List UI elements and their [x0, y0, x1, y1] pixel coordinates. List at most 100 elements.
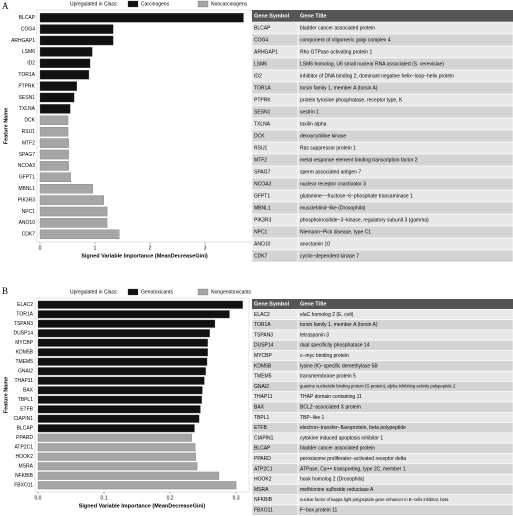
table-cell: SESN1 — [254, 109, 271, 115]
table-cell: CIAPIN1 — [254, 435, 274, 441]
table-cell: MYCBP — [254, 353, 272, 359]
y-tick-label: ARHGAP1 — [11, 38, 35, 44]
bar — [39, 195, 104, 205]
bar — [39, 138, 69, 148]
table-cell: Ras suppressor protein 1 — [300, 145, 356, 151]
bar — [37, 405, 201, 414]
y-tick-label: CDK7 — [22, 232, 36, 238]
table-cell: TOR1A — [254, 85, 271, 91]
table-cell: RSU1 — [254, 145, 268, 151]
table-row — [251, 411, 513, 423]
table-cell: ATP2C1 — [254, 466, 273, 472]
table-header — [252, 299, 513, 310]
table-cell: c−myc binding protein — [300, 353, 349, 359]
table-row — [251, 21, 513, 35]
column-header: Gene Title — [300, 13, 327, 19]
y-tick-label: DCK — [24, 118, 35, 124]
bar — [37, 300, 243, 309]
bar — [39, 58, 91, 69]
bar — [37, 424, 195, 433]
table-cell: inhibitor of DNA binding 2, dominant neg… — [300, 73, 454, 79]
table-cell: peroxisome proliferator−activated recept… — [300, 456, 406, 462]
bar — [39, 206, 108, 217]
table-cell: BLCAP — [254, 446, 271, 452]
table-row — [251, 237, 513, 251]
bar — [39, 218, 108, 228]
table-row — [251, 339, 513, 351]
legend-label: Noncarcinogens — [211, 1, 248, 7]
y-tick-label: NCOA3 — [18, 163, 35, 169]
y-tick-label: ETFB — [20, 407, 33, 413]
table-cell: sestrin 1 — [300, 109, 319, 115]
table-cell: COG4 — [254, 37, 268, 43]
legend-title: Upregulated in Class: — [70, 1, 118, 7]
table-row — [251, 442, 513, 454]
table-cell: sperm associated antigen 7 — [300, 169, 361, 175]
table-cell: taxilin alpha — [300, 121, 327, 127]
bar — [37, 452, 196, 461]
table-cell: torsin family 1, member A (torsin A) — [300, 85, 378, 91]
table-cell: TOR1A — [254, 322, 271, 328]
legend-swatch — [197, 288, 209, 296]
y-tick-label: GNAI2 — [18, 369, 33, 375]
y-tick-label: MSRA — [19, 464, 34, 470]
table-cell: phosphoinositide−3−kinase, regulatory su… — [300, 217, 429, 223]
table-cell: TBP−like 1 — [300, 415, 325, 421]
bar — [39, 92, 75, 103]
y-tick-label: SPAG7 — [19, 152, 36, 158]
table-cell: electron−transfer−flavoprotein, beta pol… — [300, 425, 406, 431]
table-row — [251, 117, 513, 131]
legend-label: Nongenotoxicants — [211, 289, 252, 295]
y-tick-label: DUSP14 — [14, 331, 34, 337]
x-tick-label: 0.1 — [101, 495, 108, 501]
table-cell: DUSP14 — [254, 343, 274, 349]
table-cell: Rho GTPase activating protein 1 — [300, 49, 372, 55]
table-cell: cyclin−dependent kinase 7 — [300, 253, 359, 259]
table-cell: nuclear receptor coactivator 3 — [300, 181, 366, 187]
table-cell: MSRA — [254, 487, 269, 493]
table-row — [251, 484, 513, 495]
bar — [37, 395, 202, 404]
legend-title: Upregulated in Class: — [70, 289, 118, 295]
y-tick-label: SESN1 — [19, 95, 36, 101]
y-tick-label: KDM5B — [16, 350, 34, 356]
table-row — [251, 45, 513, 59]
legend-swatch — [197, 0, 209, 8]
table-cell: THAP11 — [254, 394, 273, 400]
table-cell: LSM6 homolog, U6 small nuclear RNA assoc… — [300, 61, 444, 67]
table-cell: HOOK2 — [254, 477, 272, 483]
table-cell: component of oligomeric golgi complex 4 — [300, 37, 391, 43]
table-row — [251, 129, 513, 143]
legend-label: Carcinogens — [141, 1, 170, 7]
column-header: Gene Symbol — [254, 13, 290, 19]
table-cell: TSPAN3 — [254, 332, 273, 338]
y-tick-label: MTF2 — [22, 140, 35, 146]
bar — [37, 481, 237, 490]
table-cell: CDK7 — [254, 253, 268, 259]
table-cell: ETFB — [254, 425, 267, 431]
table-cell: NCOA3 — [254, 181, 271, 187]
table-row — [251, 308, 513, 320]
table-cell: nuclear factor of kappa light polypeptid… — [300, 497, 449, 502]
legend-swatch — [127, 0, 139, 8]
table-cell: ARHGAP1 — [254, 49, 278, 55]
table-cell: dual specificity phosphatase 14 — [300, 343, 370, 349]
y-tick-label: ATP2C1 — [14, 445, 33, 451]
table-cell: ELAC2 — [254, 312, 270, 318]
table-row — [251, 350, 513, 362]
table-cell: muscleblind−like (Drosophila) — [300, 205, 366, 211]
table-row — [251, 177, 513, 191]
table-row — [251, 370, 513, 382]
table-cell: TXLNA — [254, 121, 271, 127]
column-header: Gene Title — [300, 302, 327, 308]
bar — [39, 115, 69, 126]
bar — [39, 24, 114, 34]
table-cell: PPARD — [254, 456, 271, 462]
bar — [37, 338, 208, 347]
table-cell: FBXO11 — [254, 507, 273, 513]
table-cell: torsin family 1, member A (torsin A) — [300, 322, 378, 328]
table-cell: tetraspanin 3 — [300, 332, 329, 338]
bar — [37, 348, 208, 357]
bar — [37, 433, 193, 442]
bar — [39, 35, 114, 46]
